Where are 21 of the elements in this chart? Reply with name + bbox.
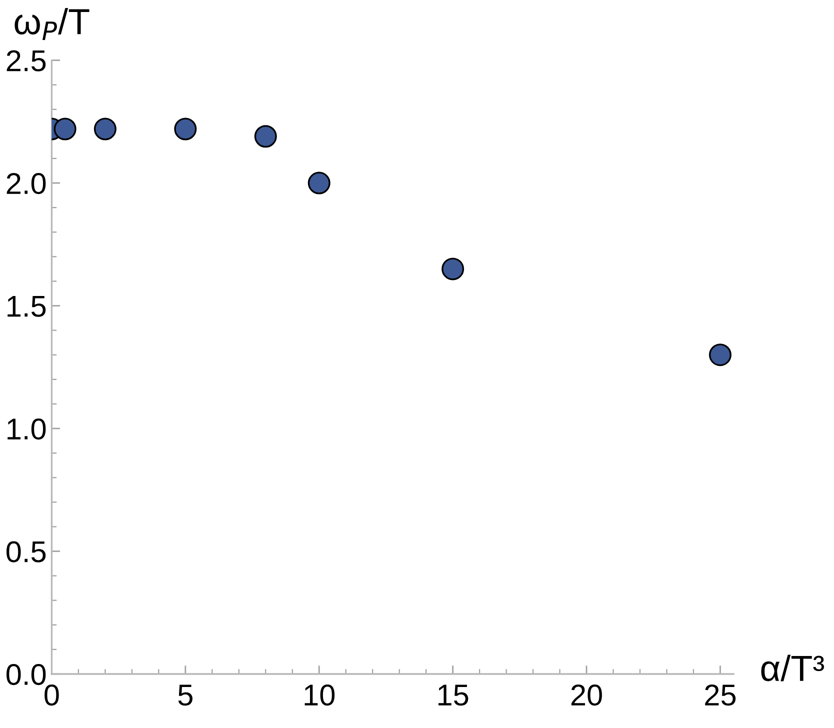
point bbox=[708, 344, 732, 366]
x-tick-label: 0 bbox=[44, 684, 59, 706]
point bbox=[54, 118, 76, 140]
x-tick-label: 5 bbox=[178, 684, 192, 706]
x-axis-title: α/T³ bbox=[761, 654, 824, 682]
y-tick-label: 1.5 bbox=[8, 296, 46, 317]
y-tick-label: 2.0 bbox=[6, 172, 46, 194]
point bbox=[174, 118, 197, 140]
y-tick-label: 0.0 bbox=[6, 664, 46, 686]
point bbox=[94, 118, 116, 140]
y-axis-title: ω$_{P}$/T bbox=[14, 8, 90, 40]
x-tick-label: 10 bbox=[304, 684, 335, 706]
y-tick-label: 2.5 bbox=[6, 50, 46, 72]
point bbox=[254, 125, 277, 148]
y-tick-label: 0.5 bbox=[6, 541, 46, 562]
x-tick-label: 15 bbox=[438, 684, 468, 706]
point bbox=[308, 172, 330, 194]
point bbox=[442, 258, 464, 280]
x-tick-label: 20 bbox=[571, 684, 602, 706]
x-tick-label: 25 bbox=[705, 684, 736, 706]
y-tick-label: 1.0 bbox=[8, 418, 46, 440]
